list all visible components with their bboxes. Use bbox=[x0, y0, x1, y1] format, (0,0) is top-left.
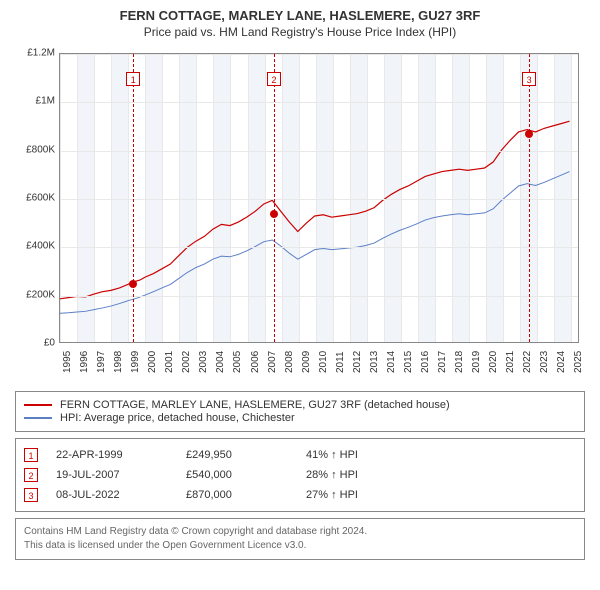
y-tick-label: £600K bbox=[15, 193, 55, 204]
sale-row: 3 08-JUL-2022£870,00027% ↑ HPI bbox=[24, 485, 576, 505]
x-tick-label: 1999 bbox=[130, 351, 142, 373]
gridline-h bbox=[60, 54, 578, 55]
x-tick-label: 2019 bbox=[471, 351, 483, 373]
sale-marker-box: 1 bbox=[126, 72, 140, 86]
chart: £0 £200K £400K £600K £800K £1M £1.2M 1 2 3 1995 1… bbox=[15, 45, 585, 385]
x-tick-label: 2023 bbox=[539, 351, 551, 373]
x-tick-label: 1996 bbox=[79, 351, 91, 373]
y-tick-label: £400K bbox=[15, 241, 55, 252]
sale-marker-dot bbox=[270, 210, 278, 218]
sale-row-marker: 3 bbox=[24, 488, 38, 502]
gridline-h bbox=[60, 151, 578, 152]
page-subtitle: Price paid vs. HM Land Registry's House … bbox=[10, 25, 590, 39]
sale-marker-vline bbox=[133, 54, 134, 342]
sale-marker-box: 3 bbox=[522, 72, 536, 86]
x-tick-label: 2001 bbox=[164, 351, 176, 373]
x-tick-label: 2012 bbox=[352, 351, 364, 373]
series-hpi bbox=[60, 172, 570, 314]
x-tick-label: 1998 bbox=[113, 351, 125, 373]
sale-row-price: £540,000 bbox=[186, 469, 306, 481]
x-tick-label: 2000 bbox=[147, 351, 159, 373]
x-tick-label: 2016 bbox=[420, 351, 432, 373]
sale-row-delta: 27% ↑ HPI bbox=[306, 489, 576, 501]
x-tick-label: 2009 bbox=[301, 351, 313, 373]
x-tick-label: 2014 bbox=[386, 351, 398, 373]
x-tick-label: 2025 bbox=[573, 351, 585, 373]
x-tick-label: 1995 bbox=[62, 351, 74, 373]
sale-row-price: £249,950 bbox=[186, 449, 306, 461]
legend-swatch bbox=[24, 417, 52, 419]
sale-marker-vline bbox=[529, 54, 530, 342]
sale-row-delta: 41% ↑ HPI bbox=[306, 449, 576, 461]
x-tick-label: 2022 bbox=[522, 351, 534, 373]
x-tick-label: 2002 bbox=[181, 351, 193, 373]
legend-label: HPI: Average price, detached house, Chic… bbox=[60, 412, 295, 424]
sale-marker-vline bbox=[274, 54, 275, 342]
sales-table: 1 22-APR-1999£249,95041% ↑ HPI 2 19-JUL-200… bbox=[15, 438, 585, 512]
gridline-h bbox=[60, 102, 578, 103]
x-tick-label: 2020 bbox=[488, 351, 500, 373]
sale-row-delta: 28% ↑ HPI bbox=[306, 469, 576, 481]
sale-marker-dot bbox=[525, 130, 533, 138]
x-tick-label: 2008 bbox=[284, 351, 296, 373]
y-tick-label: £1M bbox=[15, 96, 55, 107]
footer: Contains HM Land Registry data © Crown c… bbox=[15, 518, 585, 560]
series-subject bbox=[60, 121, 570, 299]
x-tick-label: 2017 bbox=[437, 351, 449, 373]
x-tick-label: 2007 bbox=[267, 351, 279, 373]
legend-row: FERN COTTAGE, MARLEY LANE, HASLEMERE, GU… bbox=[24, 399, 576, 411]
legend: FERN COTTAGE, MARLEY LANE, HASLEMERE, GU… bbox=[15, 391, 585, 432]
sale-row-marker: 1 bbox=[24, 448, 38, 462]
legend-row: HPI: Average price, detached house, Chic… bbox=[24, 412, 576, 424]
y-tick-label: £0 bbox=[15, 338, 55, 349]
sale-row-marker: 2 bbox=[24, 468, 38, 482]
sale-row-price: £870,000 bbox=[186, 489, 306, 501]
gridline-h bbox=[60, 296, 578, 297]
y-tick-label: £800K bbox=[15, 144, 55, 155]
gridline-h bbox=[60, 199, 578, 200]
page-title: FERN COTTAGE, MARLEY LANE, HASLEMERE, GU… bbox=[10, 8, 590, 23]
sale-marker-box: 2 bbox=[267, 72, 281, 86]
y-tick-label: £200K bbox=[15, 289, 55, 300]
x-tick-label: 2024 bbox=[556, 351, 568, 373]
x-tick-label: 2004 bbox=[215, 351, 227, 373]
footer-line-2: This data is licensed under the Open Gov… bbox=[24, 539, 576, 553]
x-tick-label: 2015 bbox=[403, 351, 415, 373]
x-tick-label: 2011 bbox=[335, 351, 347, 373]
gridline-h bbox=[60, 247, 578, 248]
sale-row-date: 19-JUL-2007 bbox=[56, 469, 186, 481]
sale-row-date: 22-APR-1999 bbox=[56, 449, 186, 461]
y-tick-label: £1.2M bbox=[15, 48, 55, 59]
chart-lines bbox=[60, 54, 578, 342]
footer-line-1: Contains HM Land Registry data © Crown c… bbox=[24, 525, 576, 539]
x-tick-label: 2021 bbox=[505, 351, 517, 373]
sale-marker-dot bbox=[129, 280, 137, 288]
x-tick-label: 2010 bbox=[318, 351, 330, 373]
x-tick-label: 2013 bbox=[369, 351, 381, 373]
x-tick-label: 2018 bbox=[454, 351, 466, 373]
plot-area: 1 2 3 bbox=[59, 53, 579, 343]
sale-row-date: 08-JUL-2022 bbox=[56, 489, 186, 501]
legend-swatch bbox=[24, 404, 52, 406]
sale-row: 1 22-APR-1999£249,95041% ↑ HPI bbox=[24, 445, 576, 465]
x-tick-label: 2006 bbox=[250, 351, 262, 373]
sale-row: 2 19-JUL-2007£540,00028% ↑ HPI bbox=[24, 465, 576, 485]
x-tick-label: 2003 bbox=[198, 351, 210, 373]
x-tick-label: 2005 bbox=[232, 351, 244, 373]
legend-label: FERN COTTAGE, MARLEY LANE, HASLEMERE, GU… bbox=[60, 399, 450, 411]
x-tick-label: 1997 bbox=[96, 351, 108, 373]
